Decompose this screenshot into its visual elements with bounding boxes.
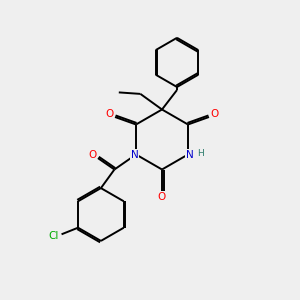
Text: Cl: Cl xyxy=(49,231,59,241)
Text: H: H xyxy=(197,148,204,158)
Text: O: O xyxy=(211,109,219,119)
Text: N: N xyxy=(186,149,194,160)
Text: O: O xyxy=(158,192,166,202)
Text: N: N xyxy=(130,149,138,160)
Text: O: O xyxy=(88,149,97,160)
Text: O: O xyxy=(105,109,113,119)
